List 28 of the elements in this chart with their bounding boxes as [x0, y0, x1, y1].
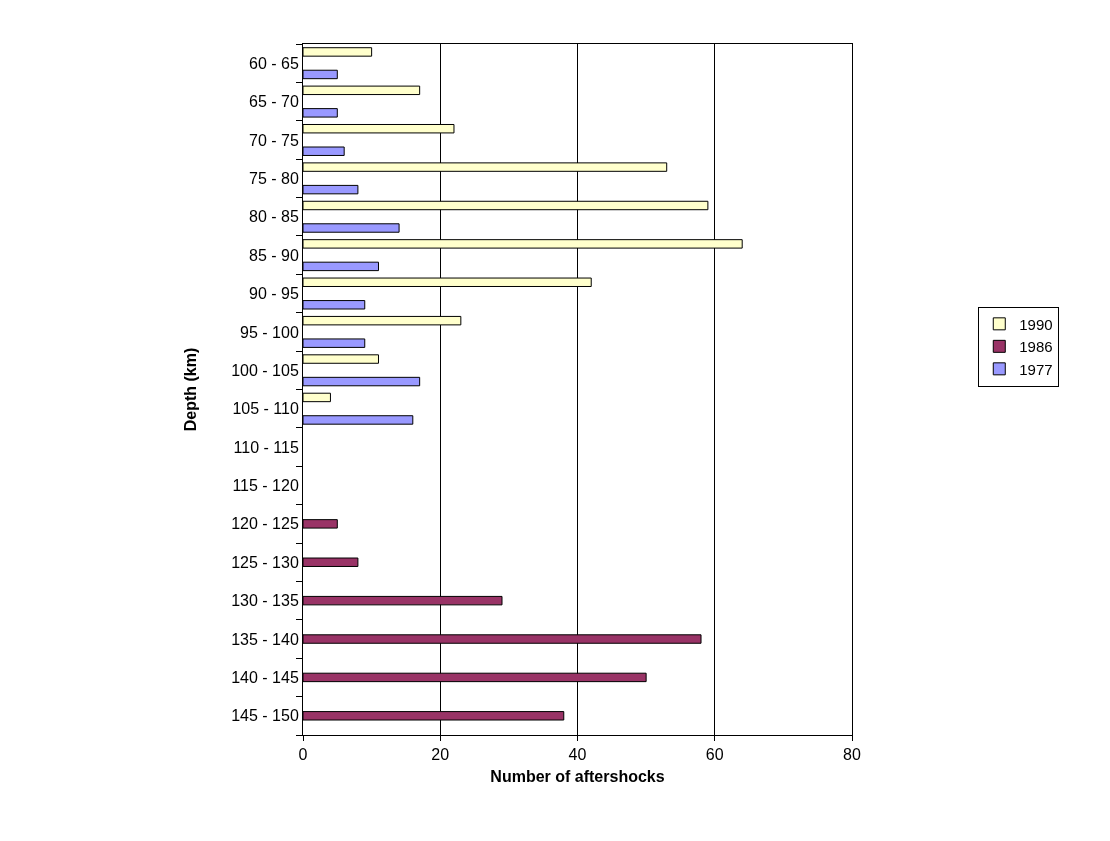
x-axis-title: Number of aftershocks [490, 767, 665, 785]
y-axis-title: Depth (km) [182, 347, 200, 432]
legend-label: 1977 [1019, 360, 1053, 378]
x-tick-label: 20 [431, 746, 450, 764]
y-tick-label: 130 - 135 [231, 592, 299, 610]
y-tick-label: 65 - 70 [248, 93, 299, 111]
y-tick-label: 115 - 120 [232, 477, 299, 495]
x-tick-label: 40 [568, 746, 587, 764]
x-tick-label: 60 [705, 746, 724, 764]
y-tick-label: 120 - 125 [231, 515, 299, 533]
y-tick-label: 85 - 90 [248, 246, 299, 264]
y-tick-label: 135 - 140 [231, 630, 299, 648]
y-tick-label: 95 - 100 [240, 323, 299, 341]
y-tick-label: 125 - 130 [231, 553, 299, 571]
legend-label: 1990 [1019, 315, 1053, 333]
x-tick-label: 80 [843, 746, 861, 764]
y-tick-label: 100 - 105 [231, 361, 299, 379]
y-tick-label: 80 - 85 [248, 208, 299, 226]
y-tick-label: 75 - 80 [248, 169, 299, 187]
legend-label: 1986 [1019, 338, 1053, 356]
y-tick-label: 90 - 95 [248, 285, 299, 303]
y-tick-label: 140 - 145 [231, 669, 299, 687]
y-tick-label: 110 - 115 [233, 438, 299, 456]
x-tick-label: 0 [298, 746, 308, 764]
y-tick-label: 70 - 75 [248, 131, 299, 149]
y-tick-label: 105 - 110 [232, 400, 299, 418]
y-tick-label: 60 - 65 [248, 54, 299, 72]
y-tick-label: 145 - 150 [231, 707, 299, 725]
